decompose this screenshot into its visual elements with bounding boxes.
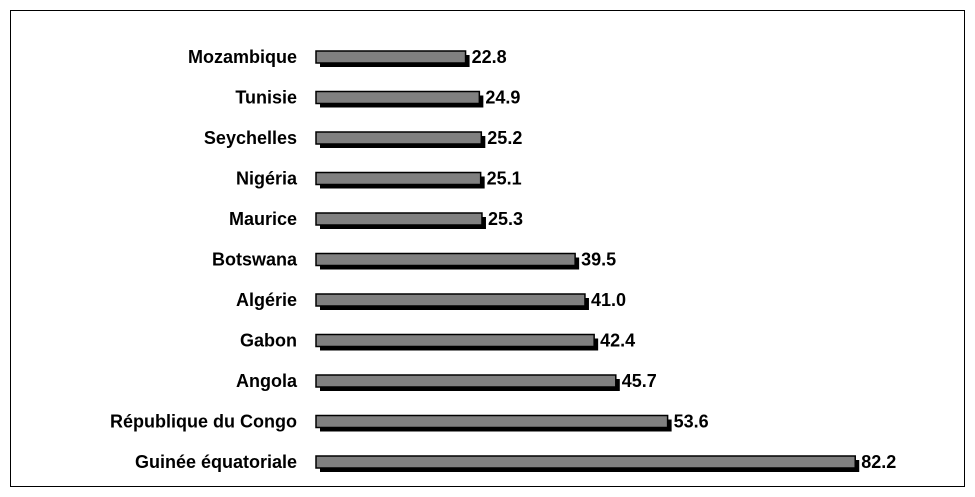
value-label: 25.3 xyxy=(488,209,523,229)
bar xyxy=(315,252,576,267)
bar xyxy=(315,374,617,388)
bar xyxy=(315,50,467,64)
value-label: 53.6 xyxy=(674,411,709,431)
value-label: 82.2 xyxy=(861,452,896,472)
value-label: 25.1 xyxy=(487,168,522,188)
category-label: Botswana xyxy=(212,249,298,269)
category-label: Algérie xyxy=(236,290,297,310)
value-label: 41.0 xyxy=(591,290,626,310)
value-label: 25.2 xyxy=(487,128,522,148)
bar xyxy=(315,131,483,145)
category-label: Guinée équatoriale xyxy=(135,452,297,472)
bar xyxy=(315,171,482,186)
value-label: 39.5 xyxy=(581,249,616,269)
value-label: 24.9 xyxy=(485,87,520,107)
bar xyxy=(315,90,481,105)
bar xyxy=(315,212,483,226)
category-label: Gabon xyxy=(240,330,297,350)
value-label: 22.8 xyxy=(472,47,507,67)
value-label: 42.4 xyxy=(600,330,635,350)
chart-frame xyxy=(10,10,965,487)
bar xyxy=(315,414,669,429)
category-label: Mozambique xyxy=(188,47,297,67)
category-label: Maurice xyxy=(229,209,297,229)
category-label: Nigéria xyxy=(236,168,298,188)
category-label: Tunisie xyxy=(235,87,297,107)
value-label: 45.7 xyxy=(622,371,657,391)
category-label: République du Congo xyxy=(110,411,297,431)
category-label: Angola xyxy=(236,371,298,391)
bar xyxy=(315,333,595,348)
bar xyxy=(315,293,586,307)
category-label: Seychelles xyxy=(204,128,297,148)
bar xyxy=(315,455,856,469)
